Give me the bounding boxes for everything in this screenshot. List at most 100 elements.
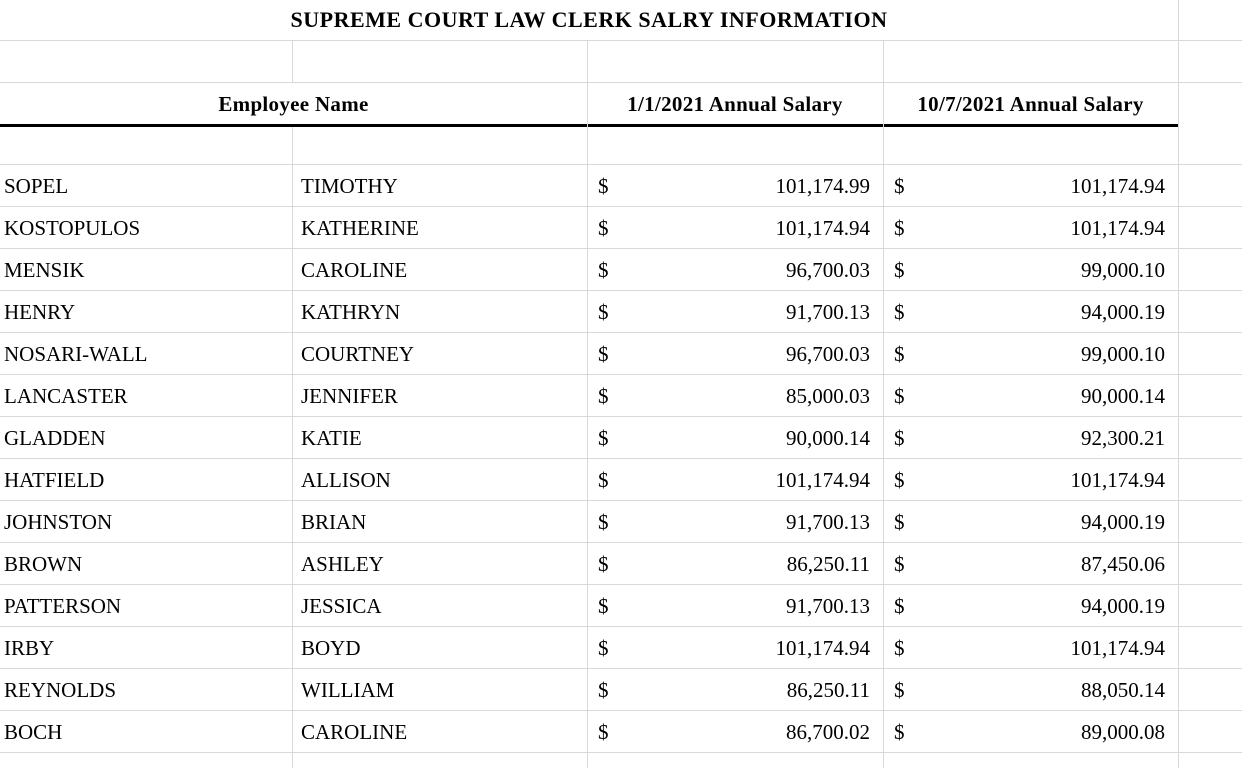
salary-jan-cell[interactable]: $ 91,700.13	[587, 292, 883, 332]
sheet-title: SUPREME COURT LAW CLERK SALRY INFORMATIO…	[290, 7, 888, 32]
salary-oct-amount: 87,450.06	[1081, 551, 1165, 576]
last-name-cell[interactable]: MENSIK	[0, 250, 292, 290]
first-name-cell[interactable]: WILLIAM	[292, 670, 587, 710]
salary-jan-cell[interactable]: $ 96,700.03	[587, 250, 883, 290]
currency-symbol: $	[598, 635, 609, 660]
currency-symbol: $	[894, 509, 905, 534]
salary-jan-cell[interactable]: $ 91,700.13	[587, 586, 883, 626]
first-name-cell[interactable]: ASHLEY	[292, 544, 587, 584]
empty-edge-cell[interactable]	[1178, 166, 1242, 206]
first-name-cell[interactable]: BOYD	[292, 628, 587, 668]
empty-edge-cell[interactable]	[1178, 712, 1242, 752]
empty-edge-cell[interactable]	[1178, 376, 1242, 416]
empty-edge-cell[interactable]	[1178, 628, 1242, 668]
salary-jan-cell[interactable]: $ 90,000.14	[587, 418, 883, 458]
last-name-cell[interactable]: IRBY	[0, 628, 292, 668]
first-name-cell[interactable]: KATIE	[292, 418, 587, 458]
last-name-cell[interactable]: PATTERSON	[0, 586, 292, 626]
header-salary-oct[interactable]: 10/7/2021 Annual Salary	[883, 84, 1178, 124]
employee-row: GLADDEN KATIE $ 90,000.14 $ 92,300.21	[0, 418, 1242, 459]
salary-oct-cell[interactable]: $ 99,000.10	[883, 250, 1178, 290]
last-name: SOPEL	[4, 173, 69, 198]
salary-jan-cell[interactable]: $ 101,174.94	[587, 208, 883, 248]
salary-oct-cell[interactable]: $ 94,000.19	[883, 502, 1178, 542]
first-name-cell[interactable]: JENNIFER	[292, 376, 587, 416]
salary-jan-cell[interactable]: $ 86,250.11	[587, 544, 883, 584]
salary-oct-cell[interactable]: $ 92,300.21	[883, 418, 1178, 458]
salary-jan-cell[interactable]: $ 86,250.11	[587, 670, 883, 710]
salary-jan-cell[interactable]: $ 85,000.03	[587, 376, 883, 416]
employee-row: NOSARI-WALL COURTNEY $ 96,700.03 $ 99,00…	[0, 334, 1242, 375]
last-name-cell[interactable]: SOPEL	[0, 166, 292, 206]
last-name-cell[interactable]: KOSTOPULOS	[0, 208, 292, 248]
last-name-cell[interactable]: NOSARI-WALL	[0, 334, 292, 374]
gridline-vertical	[883, 41, 884, 768]
first-name-cell[interactable]: BRIAN	[292, 502, 587, 542]
header-salary-jan[interactable]: 1/1/2021 Annual Salary	[587, 84, 883, 124]
last-name-cell[interactable]: JOHNSTON	[0, 502, 292, 542]
currency-symbol: $	[598, 593, 609, 618]
empty-edge-cell[interactable]	[1178, 292, 1242, 332]
salary-jan-cell[interactable]: $ 101,174.99	[587, 166, 883, 206]
salary-oct-amount: 99,000.10	[1081, 341, 1165, 366]
first-name-cell[interactable]: JESSICA	[292, 586, 587, 626]
first-name-cell[interactable]: CAROLINE	[292, 712, 587, 752]
currency-symbol: $	[894, 299, 905, 324]
header-employee-name[interactable]: Employee Name	[0, 84, 587, 124]
empty-edge-cell[interactable]	[1178, 670, 1242, 710]
empty-edge-cell[interactable]	[1178, 334, 1242, 374]
salary-oct-amount: 101,174.94	[1070, 467, 1166, 492]
empty-edge-cell[interactable]	[1178, 460, 1242, 500]
empty-edge-cell[interactable]	[1178, 418, 1242, 458]
salary-oct-cell[interactable]: $ 99,000.10	[883, 334, 1178, 374]
last-name-cell[interactable]: REYNOLDS	[0, 670, 292, 710]
salary-oct-amount: 94,000.19	[1081, 593, 1165, 618]
salary-oct-cell[interactable]: $ 101,174.94	[883, 166, 1178, 206]
salary-oct-cell[interactable]: $ 89,000.08	[883, 712, 1178, 752]
salary-jan-amount: 91,700.13	[786, 509, 870, 534]
salary-jan-cell[interactable]: $ 91,700.13	[587, 502, 883, 542]
salary-oct-cell[interactable]: $ 94,000.19	[883, 586, 1178, 626]
empty-edge-cell[interactable]	[1178, 586, 1242, 626]
last-name: IRBY	[4, 635, 55, 660]
last-name-cell[interactable]: HATFIELD	[0, 460, 292, 500]
empty-edge-cell[interactable]	[1178, 544, 1242, 584]
salary-oct-cell[interactable]: $ 88,050.14	[883, 670, 1178, 710]
salary-oct-cell[interactable]: $ 94,000.19	[883, 292, 1178, 332]
last-name-cell[interactable]: GLADDEN	[0, 418, 292, 458]
sheet-title-cell[interactable]: SUPREME COURT LAW CLERK SALRY INFORMATIO…	[0, 0, 1178, 40]
gridline-vertical	[292, 127, 293, 768]
salary-oct-cell[interactable]: $ 101,174.94	[883, 460, 1178, 500]
last-name-cell[interactable]: BROWN	[0, 544, 292, 584]
employee-row: BOCH CAROLINE $ 86,700.02 $ 89,000.08	[0, 712, 1242, 753]
last-name-cell[interactable]: LANCASTER	[0, 376, 292, 416]
first-name-cell[interactable]: ALLISON	[292, 460, 587, 500]
salary-oct-amount: 88,050.14	[1081, 677, 1165, 702]
gridline-vertical	[292, 41, 293, 83]
currency-symbol: $	[598, 341, 609, 366]
salary-jan-cell[interactable]: $ 101,174.94	[587, 628, 883, 668]
salary-jan-amount: 86,250.11	[786, 551, 870, 576]
last-name-cell[interactable]: BOCH	[0, 712, 292, 752]
first-name-cell[interactable]: KATHRYN	[292, 292, 587, 332]
salary-oct-amount: 101,174.94	[1070, 215, 1166, 240]
salary-oct-cell[interactable]: $ 90,000.14	[883, 376, 1178, 416]
empty-edge-cell[interactable]	[1178, 502, 1242, 542]
salary-oct-cell[interactable]: $ 101,174.94	[883, 208, 1178, 248]
salary-jan-cell[interactable]: $ 86,700.02	[587, 712, 883, 752]
first-name-cell[interactable]: COURTNEY	[292, 334, 587, 374]
salary-oct-cell[interactable]: $ 101,174.94	[883, 628, 1178, 668]
first-name-cell[interactable]: KATHERINE	[292, 208, 587, 248]
salary-jan-cell[interactable]: $ 96,700.03	[587, 334, 883, 374]
first-name-cell[interactable]: TIMOTHY	[292, 166, 587, 206]
salary-oct-cell[interactable]: $ 87,450.06	[883, 544, 1178, 584]
empty-edge-cell[interactable]	[1178, 250, 1242, 290]
salary-jan-amount: 85,000.03	[786, 383, 870, 408]
empty-edge-cell[interactable]	[1178, 208, 1242, 248]
salary-jan-cell[interactable]: $ 101,174.94	[587, 460, 883, 500]
last-name-cell[interactable]: HENRY	[0, 292, 292, 332]
first-name-cell[interactable]: CAROLINE	[292, 250, 587, 290]
last-name: KOSTOPULOS	[4, 215, 141, 240]
last-name: HATFIELD	[4, 467, 105, 492]
